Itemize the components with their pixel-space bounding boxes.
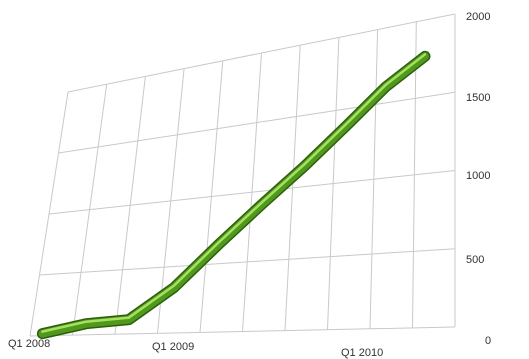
grid-line-vertical [29,91,69,337]
x-tick-label: Q1 2010 [341,347,383,359]
data-point [383,84,389,90]
data-point [126,317,132,323]
y-tick-label: 1500 [466,92,490,104]
data-point [216,241,222,247]
grid-line-vertical [242,52,262,332]
x-tick-label: Q1 2008 [8,338,50,350]
chart-series [36,50,431,340]
grid-line-vertical [199,60,224,333]
grid-line-vertical [284,45,301,331]
chart-tick-labels: 2000 1500 1000 500 0 Q1 2008 Q1 2009 Q1 … [8,11,491,359]
y-tick-label: 1000 [466,170,490,182]
data-point [259,201,265,207]
grid-line-vertical [114,76,146,335]
series-line [38,52,429,338]
data-point [343,124,349,130]
data-point [171,285,177,291]
grid-line-vertical [412,21,417,328]
grid-line-vertical [369,29,379,329]
y-tick-label: 2000 [466,11,490,23]
data-point [83,321,89,327]
x-tick-label: Q1 2009 [152,341,194,353]
data-point [39,331,45,337]
grid-line-vertical [72,84,108,336]
grid-line-vertical [157,68,185,334]
chart-grid [29,13,456,337]
y-tick-label: 0 [485,335,491,347]
data-point [422,53,428,59]
series-line-highlight [41,53,427,333]
grid-line-vertical [327,37,340,330]
y-tick-label: 500 [466,254,484,266]
data-point [301,163,307,169]
series-line-shadow [36,50,431,340]
